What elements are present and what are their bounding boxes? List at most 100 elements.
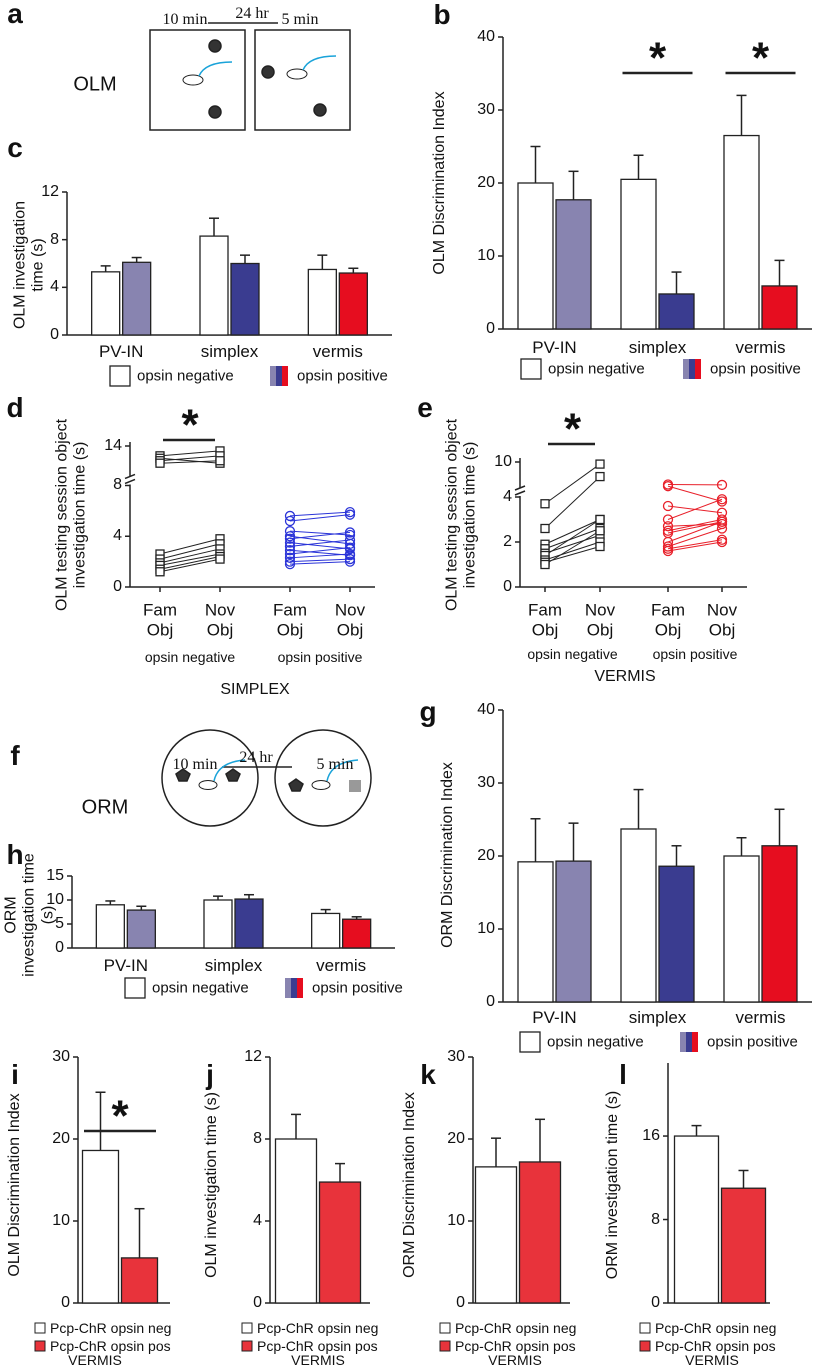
fiber	[302, 55, 337, 71]
marker	[662, 514, 674, 525]
legend-swatch	[680, 1032, 686, 1052]
marker	[155, 567, 165, 577]
arena	[149, 29, 246, 131]
marker	[284, 537, 296, 548]
y-tick-label: 20	[477, 846, 495, 864]
bar	[199, 235, 229, 336]
object	[349, 780, 361, 792]
marker	[344, 506, 356, 518]
mouse	[286, 68, 308, 80]
axis-break	[514, 485, 526, 491]
y-tick-label: 0	[503, 577, 512, 595]
arena	[254, 29, 351, 131]
x-axis-label: VERMIS	[488, 1351, 542, 1367]
bar	[658, 293, 695, 330]
axis-break	[124, 473, 136, 480]
y-tick-label: 0	[486, 992, 495, 1010]
y-tick-label: 4	[253, 1211, 262, 1229]
x-tick-label: PV-IN	[532, 338, 577, 358]
marker	[595, 526, 605, 536]
marker	[344, 548, 356, 560]
marker	[344, 538, 356, 550]
bar	[658, 865, 695, 1003]
pair-line	[544, 530, 601, 565]
x-tick-label: Nov Obj	[334, 600, 366, 639]
marker	[215, 554, 225, 564]
bar	[120, 1257, 159, 1304]
phase-time: 10 min	[172, 755, 218, 773]
significance-star: *	[181, 400, 199, 450]
pair-line	[289, 531, 351, 540]
bar	[474, 1166, 518, 1304]
pair-line	[289, 530, 351, 536]
marker	[215, 456, 225, 466]
x-tick-label: vermis	[312, 342, 363, 362]
legend-swatch	[270, 366, 276, 386]
bar	[723, 134, 760, 330]
y-tick-label: 8	[50, 230, 59, 248]
bar	[311, 912, 341, 949]
y-tick-label: 12	[41, 182, 59, 200]
pair-line	[159, 558, 221, 573]
legend-swatch	[297, 978, 303, 998]
mouse	[198, 780, 218, 790]
x-tick-label: Nov Obj	[706, 600, 738, 639]
legend-swatch	[686, 1032, 692, 1052]
olm-diagram	[149, 22, 351, 131]
x-tick-label: Fam Obj	[273, 600, 307, 639]
y-tick-label: 8	[253, 1129, 262, 1147]
bar	[81, 1149, 120, 1304]
pair-line	[667, 521, 723, 534]
marker	[284, 548, 296, 560]
pair-line	[159, 538, 221, 555]
y-tick-label: 0	[61, 1293, 70, 1311]
panel-letter: l	[619, 1058, 627, 1090]
bar	[95, 904, 125, 949]
marker	[284, 510, 296, 522]
panel-letter: g	[419, 695, 437, 727]
legend-label: Pcp-ChR opsin pos	[257, 1337, 378, 1354]
y-axis-label: ORM investigation time (s)	[603, 1090, 621, 1280]
panel-letter: b	[433, 0, 451, 30]
marker	[595, 471, 605, 482]
y-tick-label: 8	[113, 476, 122, 494]
mouse	[182, 74, 204, 86]
marker	[284, 531, 296, 542]
bar	[518, 1161, 562, 1304]
legend-label: opsin positive	[707, 1033, 798, 1051]
pair-line	[667, 539, 723, 550]
panel-letter: d	[6, 391, 24, 423]
y-tick-label: 40	[477, 700, 495, 718]
pair-line	[544, 541, 601, 561]
legend-label: opsin positive	[297, 367, 388, 385]
pair-line	[544, 534, 601, 554]
legend-swatch	[683, 359, 689, 379]
pair-line	[544, 546, 601, 563]
x-tick-label: Fam Obj	[143, 600, 177, 639]
bar	[234, 898, 264, 949]
marker	[595, 459, 605, 469]
bar	[307, 268, 337, 336]
legend-swatch	[439, 1322, 451, 1334]
y-axis-label: OLM testing session object investigation…	[443, 418, 479, 612]
pair-line	[289, 514, 351, 522]
y-axis-label: OLM testing session object investigation…	[53, 418, 89, 612]
marker	[344, 556, 356, 567]
y-tick-label: 20	[447, 1129, 465, 1147]
pair-line	[159, 455, 221, 462]
y-tick-label: 40	[477, 27, 495, 45]
y-tick-label: 8	[651, 1210, 660, 1228]
y-tick-label: 0	[113, 577, 122, 595]
y-tick-label: 12	[244, 1047, 262, 1065]
y-tick-label: 30	[52, 1047, 70, 1065]
marker	[540, 499, 550, 509]
y-tick-label: 10	[52, 1211, 70, 1229]
object	[288, 778, 304, 792]
object	[261, 65, 275, 79]
y-tick-label: 20	[52, 1129, 70, 1147]
y-tick-label: 10	[494, 452, 512, 470]
x-tick-label: Fam Obj	[528, 600, 562, 639]
x-tick-label: Nov Obj	[204, 600, 236, 639]
bar	[338, 272, 368, 336]
